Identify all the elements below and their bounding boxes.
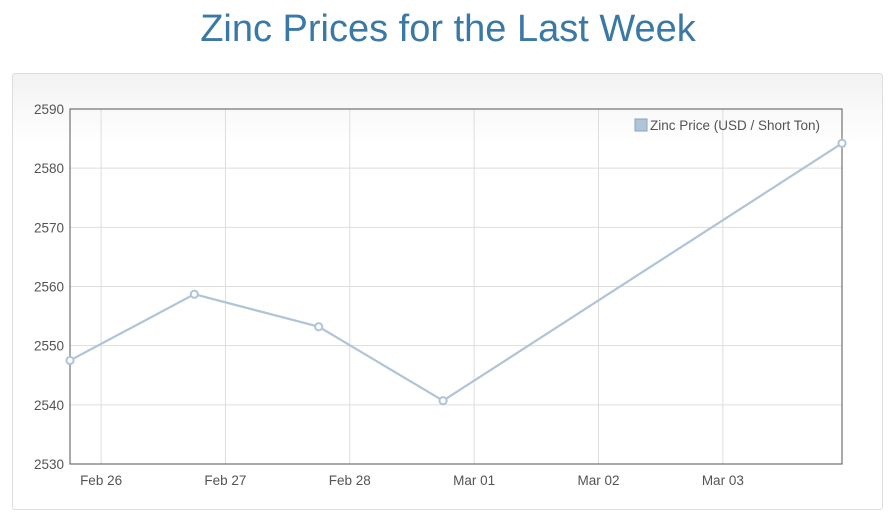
- data-point[interactable]: [314, 322, 324, 332]
- y-tick-label: 2530: [34, 457, 64, 472]
- chart-container: [12, 73, 883, 510]
- plot-area-frame: [69, 108, 843, 465]
- legend-swatch: [634, 118, 648, 132]
- legend-label: Zinc Price (USD / Short Ton): [650, 118, 820, 133]
- x-tick-label: Mar 02: [577, 473, 619, 488]
- legend: Zinc Price (USD / Short Ton): [634, 118, 820, 133]
- y-tick-label: 2590: [34, 102, 64, 117]
- data-point[interactable]: [189, 289, 199, 299]
- x-tick-label: Feb 27: [204, 473, 246, 488]
- y-axis-ticks: 2530 2540 2550 2560 2570 2580 2590: [34, 102, 64, 472]
- y-tick-label: 2560: [34, 280, 64, 295]
- x-tick-label: Mar 01: [453, 473, 495, 488]
- series-group: [65, 138, 847, 406]
- y-tick-label: 2550: [34, 339, 64, 354]
- y-tick-label: 2540: [34, 398, 64, 413]
- x-axis-ticks: Feb 26 Feb 27 Feb 28 Mar 01 Mar 02 Mar 03: [80, 473, 744, 488]
- grid: [70, 108, 842, 465]
- data-point[interactable]: [65, 355, 75, 366]
- x-tick-label: Feb 26: [80, 473, 122, 488]
- page-title: Zinc Prices for the Last Week: [200, 8, 696, 50]
- data-point[interactable]: [837, 138, 847, 148]
- x-tick-label: Mar 03: [702, 473, 744, 488]
- series-line: [69, 142, 843, 402]
- y-tick-label: 2570: [34, 220, 64, 235]
- x-tick-label: Feb 28: [329, 473, 371, 488]
- data-point[interactable]: [438, 396, 448, 406]
- y-tick-label: 2580: [34, 161, 64, 176]
